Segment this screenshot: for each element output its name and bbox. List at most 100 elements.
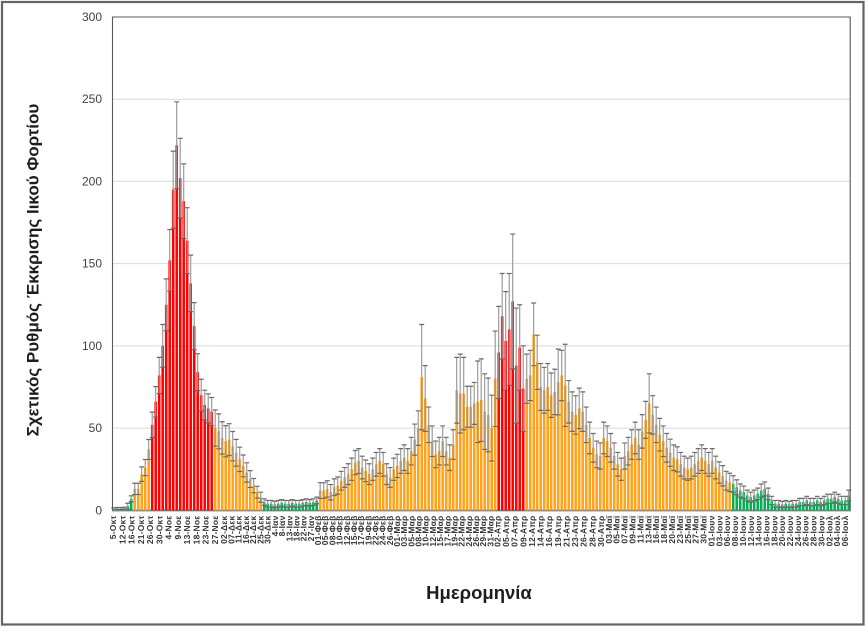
svg-text:22-Ιαν: 22-Ιαν — [299, 515, 309, 541]
svg-text:26-Απρ: 26-Απρ — [579, 516, 589, 547]
svg-text:23-Νοε: 23-Νοε — [201, 516, 211, 545]
svg-text:30-Μαϊ: 30-Μαϊ — [699, 515, 709, 544]
svg-text:19-Μαρ: 19-Μαρ — [449, 516, 459, 547]
svg-text:15-Φεβ: 15-Φεβ — [349, 516, 359, 546]
svg-text:16-Δεκ: 16-Δεκ — [241, 515, 251, 543]
svg-text:17-Μαρ: 17-Μαρ — [442, 516, 452, 547]
svg-text:11-Δεκ: 11-Δεκ — [234, 515, 244, 543]
svg-text:24-Φεβ: 24-Φεβ — [378, 516, 388, 546]
svg-text:27-Μαϊ: 27-Μαϊ — [691, 515, 701, 544]
svg-text:200: 200 — [82, 174, 102, 188]
svg-text:23-Μαϊ: 23-Μαϊ — [675, 515, 685, 544]
svg-text:24-Ιουν: 24-Ιουν — [793, 515, 803, 546]
svg-text:24-Μαρ: 24-Μαρ — [464, 516, 474, 547]
svg-text:10-Ιουν: 10-Ιουν — [738, 515, 748, 546]
svg-text:8-Ιαν: 8-Ιαν — [277, 515, 287, 536]
svg-text:21-Οκτ: 21-Οκτ — [136, 516, 146, 545]
svg-text:15-Μαρ: 15-Μαρ — [435, 516, 445, 547]
svg-text:26-Οκτ: 26-Οκτ — [145, 516, 155, 545]
svg-text:21-Δεκ: 21-Δεκ — [248, 515, 258, 543]
svg-text:28-Ιουν: 28-Ιουν — [809, 515, 819, 546]
svg-text:17-Φεβ: 17-Φεβ — [356, 516, 366, 546]
svg-text:08-Ιουν: 08-Ιουν — [730, 515, 740, 546]
svg-text:13-Μαϊ: 13-Μαϊ — [643, 515, 653, 544]
svg-text:16-Απρ: 16-Απρ — [544, 516, 554, 547]
svg-text:05-Φεβ: 05-Φεβ — [320, 516, 330, 546]
svg-text:22-Μαρ: 22-Μαρ — [457, 516, 467, 547]
svg-text:20-Μαϊ: 20-Μαϊ — [667, 515, 677, 544]
svg-text:01-Ιουν: 01-Ιουν — [707, 515, 717, 546]
svg-text:23-Απρ: 23-Απρ — [570, 516, 580, 547]
svg-text:02-Απρ: 02-Απρ — [493, 516, 503, 547]
svg-text:30-Απρ: 30-Απρ — [596, 516, 606, 547]
svg-text:30-Ιουν: 30-Ιουν — [816, 515, 826, 546]
svg-text:21-Απρ: 21-Απρ — [561, 516, 571, 547]
svg-text:Σχετικός Ρυθμός Έκκρισης Ιικού: Σχετικός Ρυθμός Έκκρισης Ιικού Φορτίου — [24, 104, 43, 437]
svg-text:30-Οκτ: 30-Οκτ — [154, 516, 164, 545]
svg-text:19-Φεβ: 19-Φεβ — [363, 516, 373, 546]
svg-text:9-Νοε: 9-Νοε — [173, 516, 183, 540]
svg-text:29-Μαρ: 29-Μαρ — [478, 516, 488, 547]
svg-text:25-Μαϊ: 25-Μαϊ — [683, 515, 693, 544]
svg-text:27-Ιαν: 27-Ιαν — [306, 515, 316, 541]
svg-text:08-Φεβ: 08-Φεβ — [327, 516, 337, 546]
svg-text:19-Απρ: 19-Απρ — [553, 516, 563, 547]
svg-text:03-Μαϊ: 03-Μαϊ — [604, 515, 614, 544]
svg-text:01-Φεβ: 01-Φεβ — [313, 516, 323, 546]
svg-text:13-Ιαν: 13-Ιαν — [284, 515, 294, 541]
svg-text:03-Μαρ: 03-Μαρ — [399, 516, 409, 547]
svg-text:16-Ιουν: 16-Ιουν — [761, 515, 771, 546]
svg-text:18-Μαϊ: 18-Μαϊ — [659, 515, 669, 544]
svg-text:26-Φεβ: 26-Φεβ — [385, 516, 395, 546]
svg-text:30-Δεκ: 30-Δεκ — [263, 515, 273, 543]
svg-text:5-Οκτ: 5-Οκτ — [108, 515, 118, 539]
svg-text:12-Απρ: 12-Απρ — [527, 516, 537, 547]
svg-text:18-Ιαν: 18-Ιαν — [292, 515, 302, 541]
svg-text:02-Ιουλ: 02-Ιουλ — [824, 515, 834, 546]
svg-text:18-Νοε: 18-Νοε — [191, 516, 201, 545]
svg-text:25-Δεκ: 25-Δεκ — [255, 515, 265, 543]
svg-text:03-Ιουν: 03-Ιουν — [714, 515, 724, 546]
svg-text:05-Μαϊ: 05-Μαϊ — [612, 515, 622, 544]
svg-text:31-Μαρ: 31-Μαρ — [485, 516, 495, 547]
svg-text:22-Ιουν: 22-Ιουν — [785, 515, 795, 546]
svg-text:16-Οκτ: 16-Οκτ — [127, 516, 137, 545]
svg-text:09-Απρ: 09-Απρ — [518, 516, 528, 547]
svg-text:05-Μαρ: 05-Μαρ — [406, 516, 416, 547]
svg-text:07-Δεκ: 07-Δεκ — [226, 515, 236, 543]
svg-text:09-Μαϊ: 09-Μαϊ — [628, 515, 638, 544]
svg-text:11-Μαϊ: 11-Μαϊ — [635, 515, 645, 543]
svg-text:10-Φεβ: 10-Φεβ — [335, 516, 345, 546]
svg-text:4-Νοε: 4-Νοε — [164, 516, 174, 540]
svg-text:12-Ιουν: 12-Ιουν — [746, 515, 756, 546]
svg-text:100: 100 — [82, 339, 102, 353]
svg-text:06-Ιουλ: 06-Ιουλ — [840, 515, 850, 546]
svg-text:4-Ιαν: 4-Ιαν — [270, 515, 280, 536]
svg-text:27-Νοε: 27-Νοε — [210, 516, 220, 545]
svg-text:02-Δεκ: 02-Δεκ — [219, 515, 229, 543]
svg-text:06-Ιουν: 06-Ιουν — [722, 515, 732, 546]
svg-text:07-Μαϊ: 07-Μαϊ — [620, 515, 630, 544]
svg-text:01-Μαρ: 01-Μαρ — [392, 516, 402, 547]
svg-text:04-Ιουλ: 04-Ιουλ — [832, 515, 842, 546]
svg-text:Ημερομηνία: Ημερομηνία — [426, 582, 532, 603]
svg-text:28-Απρ: 28-Απρ — [587, 516, 597, 547]
svg-text:150: 150 — [82, 257, 102, 271]
svg-text:250: 250 — [82, 92, 102, 106]
svg-text:26-Ιουν: 26-Ιουν — [801, 515, 811, 546]
svg-text:14-Ιουν: 14-Ιουν — [754, 515, 764, 546]
svg-text:22-Φεβ: 22-Φεβ — [370, 516, 380, 546]
svg-text:05-Απρ: 05-Απρ — [501, 516, 511, 547]
svg-text:13-Νοε: 13-Νοε — [182, 516, 192, 545]
svg-text:18-Ιουν: 18-Ιουν — [769, 515, 779, 546]
svg-text:12-Μαρ: 12-Μαρ — [428, 516, 438, 547]
svg-text:300: 300 — [82, 10, 102, 24]
svg-text:26-Μαρ: 26-Μαρ — [471, 516, 481, 547]
svg-text:20-Ιουν: 20-Ιουν — [777, 515, 787, 546]
svg-text:08-Μαρ: 08-Μαρ — [414, 516, 424, 547]
svg-text:12-Οκτ: 12-Οκτ — [117, 516, 127, 545]
svg-text:07-Απρ: 07-Απρ — [510, 516, 520, 547]
svg-text:14-Απρ: 14-Απρ — [536, 516, 546, 547]
svg-text:0: 0 — [95, 503, 102, 517]
svg-text:16-Μαϊ: 16-Μαϊ — [651, 515, 661, 544]
